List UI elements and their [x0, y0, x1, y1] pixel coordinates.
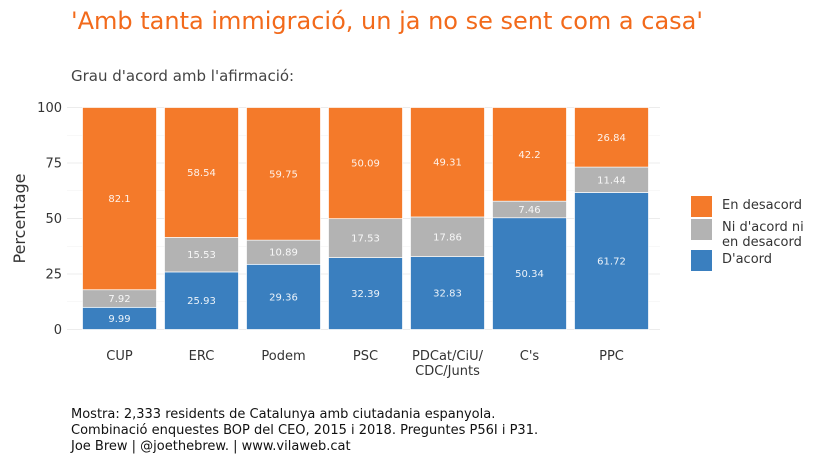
bar-segment — [246, 107, 321, 241]
bar-segment — [246, 239, 321, 265]
data-label: 50.09 — [351, 159, 380, 170]
legend-item-en-desacord: En desacord — [691, 196, 804, 219]
data-label: 29.36 — [269, 292, 298, 303]
legend-swatch-dacord — [691, 250, 712, 271]
y-tick-label: 100 — [37, 101, 62, 116]
data-label: 49.31 — [433, 158, 462, 169]
bar-segment — [410, 256, 485, 330]
data-label: 7.92 — [108, 294, 130, 305]
bar-segment — [82, 107, 157, 291]
data-label: 7.46 — [518, 205, 540, 216]
stacked-bar-chart: 0 25 50 75 100 Percentage 9.99 7.92 82.1 CUP 25.93… — [10, 101, 660, 379]
data-label: 25.93 — [187, 296, 216, 307]
x-tick-label: PPC — [599, 349, 624, 364]
x-tick-label-line: CUP — [106, 349, 133, 364]
y-tick-label: 0 — [54, 323, 62, 338]
data-label: 26.84 — [597, 133, 626, 144]
bar-segment — [410, 216, 485, 257]
legend-label-ni-dacord: Ni d'acord ni en desacord — [722, 220, 804, 250]
data-label: 58.54 — [187, 168, 216, 179]
bar-segment — [164, 107, 239, 238]
data-label: 17.53 — [351, 234, 380, 245]
x-tick-label-line: PSC — [353, 349, 378, 364]
bar-segment — [328, 107, 403, 220]
x-tick-label: PSC — [353, 349, 378, 364]
y-tick-label: 75 — [45, 157, 62, 172]
bar-segment — [574, 107, 649, 168]
bar-segment — [328, 257, 403, 330]
bar-segment — [492, 107, 567, 202]
x-tick-label: ERC — [189, 349, 215, 364]
legend-swatch-en-desacord — [691, 196, 712, 217]
data-label: 17.86 — [433, 232, 462, 243]
chart-subtitle: Grau d'acord amb l'afirmació: — [71, 67, 295, 85]
caption-line-source: Combinació enquestes BOP del CEO, 2015 i… — [71, 423, 539, 438]
data-label: 10.89 — [269, 248, 298, 259]
x-tick-label: PDCat/CiU/CDC/Junts — [412, 349, 484, 379]
data-label: 42.2 — [518, 150, 540, 161]
legend-label-en-desacord: En desacord — [722, 198, 803, 213]
caption-line-author: Joe Brew | @joethebrew. | www.vilaweb.ca… — [71, 439, 351, 454]
legend-label-dacord: D'acord — [722, 252, 773, 267]
bar-segment — [328, 218, 403, 258]
data-label: 82.1 — [108, 194, 130, 205]
x-tick-label-line: PPC — [599, 349, 624, 364]
bar-segment — [164, 237, 239, 273]
bar-segment — [574, 192, 649, 330]
bar-segment — [164, 271, 239, 330]
data-label: 59.75 — [269, 169, 298, 180]
caption: Mostra: 2,333 residents de Catalunya amb… — [71, 407, 538, 455]
data-label: 32.39 — [351, 289, 380, 300]
chart-title: 'Amb tanta immigració, un ja no se sent … — [71, 7, 703, 35]
bar-segment — [246, 263, 321, 330]
y-tick-label: 25 — [45, 268, 62, 283]
data-label: 9.99 — [108, 314, 130, 325]
x-tick-label-line: CDC/Junts — [415, 364, 480, 379]
legend: En desacord Ni d'acord ni en desacord D'… — [691, 196, 804, 271]
legend-swatch-ni-dacord — [691, 219, 712, 240]
x-tick-label-line: ERC — [189, 349, 215, 364]
data-label: 11.44 — [597, 175, 626, 186]
data-label: 50.34 — [515, 269, 544, 280]
caption-line-sample: Mostra: 2,333 residents de Catalunya amb… — [71, 407, 496, 422]
bar-segment — [574, 166, 649, 193]
x-tick-label: C's — [520, 349, 540, 364]
x-tick-label: CUP — [106, 349, 133, 364]
bar-segment — [410, 107, 485, 218]
data-label: 32.83 — [433, 289, 462, 300]
legend-item-ni-dacord-ni-en-desacord: Ni d'acord ni en desacord — [691, 219, 804, 250]
x-tick-label-line: Podem — [261, 349, 305, 364]
x-tick-label-line: C's — [520, 349, 540, 364]
y-axis-label: Percentage — [10, 173, 29, 263]
x-tick-label: Podem — [261, 349, 305, 364]
data-label: 15.53 — [187, 250, 216, 261]
legend-item-dacord: D'acord — [691, 250, 804, 271]
x-tick-label-line: PDCat/CiU/ — [412, 349, 484, 364]
y-tick-label: 50 — [45, 212, 62, 227]
bar-segment — [492, 217, 567, 330]
data-label: 61.72 — [597, 256, 626, 267]
